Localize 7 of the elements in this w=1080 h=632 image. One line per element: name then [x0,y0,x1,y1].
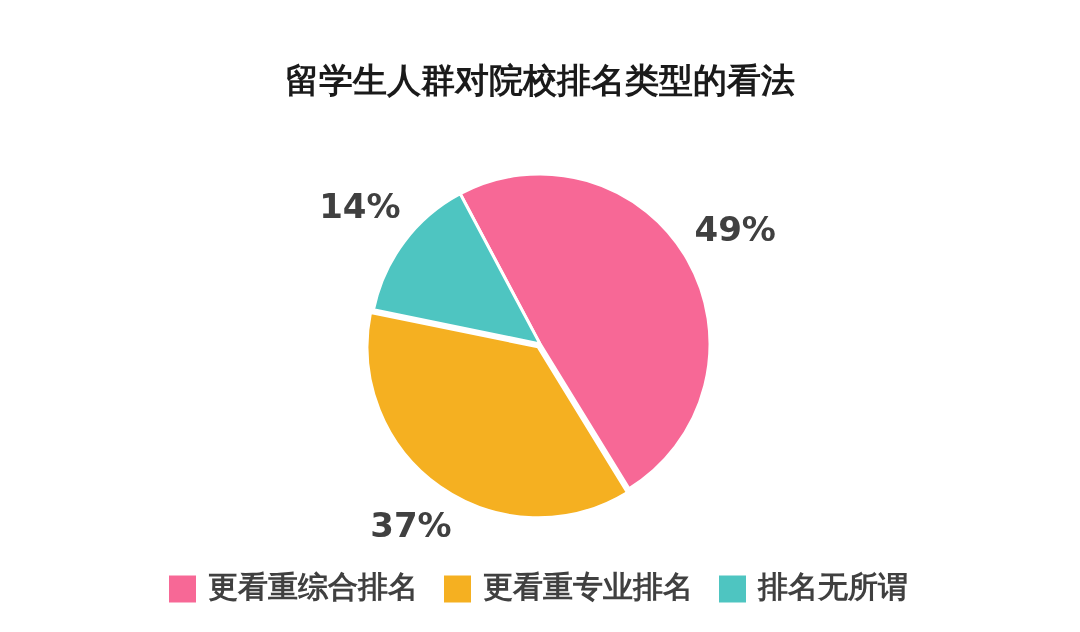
data-label: 14% [319,185,401,226]
legend-label: 排名无所谓 [756,568,908,604]
data-label: 37% [370,505,452,546]
data-label: 49% [694,208,776,249]
chart-title: 留学生人群对院校排名类型的看法 [285,60,795,101]
legend-label: 更看重综合排名 [207,568,418,604]
legend-label: 更看重专业排名 [482,568,693,604]
